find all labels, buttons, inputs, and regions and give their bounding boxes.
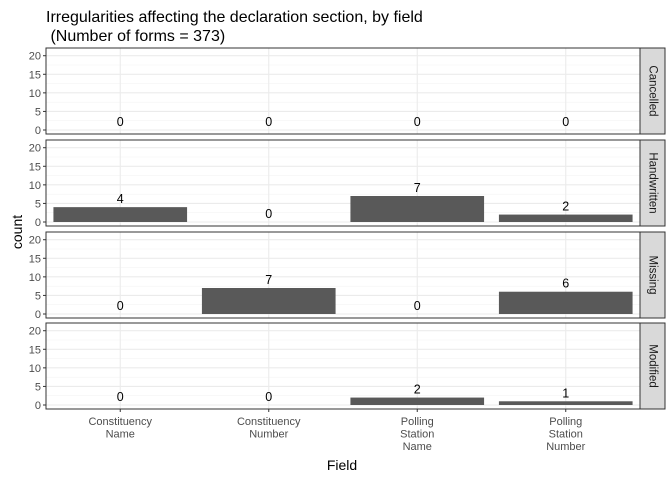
y-tick-label: 0 [35,400,41,412]
bar-value-label: 1 [562,386,569,400]
bar-value-label: 0 [265,390,272,404]
x-tick-label-line: Name [403,441,432,453]
bar-value-label: 0 [562,115,569,129]
bar [201,288,336,314]
bar-value-label: 0 [117,299,124,313]
bar-value-label: 2 [562,200,569,214]
bar-value-label: 6 [562,277,569,291]
y-tick-label: 0 [35,217,41,229]
chart-title-line1: Irregularities affecting the declaration… [46,9,423,26]
x-axis-label: Field [327,457,357,473]
bar-value-label: 0 [414,299,421,313]
bar [53,207,188,222]
facet-strip [639,322,666,410]
facet-strip-label: Handwritten [647,152,659,213]
y-tick-label: 5 [35,106,41,118]
y-tick-label: 5 [35,381,41,393]
y-tick-label: 10 [29,180,41,192]
x-tick-label: Constituency Number [237,416,301,441]
x-tick-label-line: Constituency [88,416,152,428]
bar [498,401,633,405]
panel-border [45,47,641,135]
y-tick-label: 20 [29,326,41,338]
y-tick-label: 15 [29,161,41,173]
bar [498,291,633,314]
bar-value-label: 0 [265,207,272,221]
y-tick-label: 10 [29,88,41,100]
facet-panels: 0 0 0 005101520Cancelled407205101520Handwri… [29,47,666,412]
x-tick-label-line: Name [106,429,135,441]
bar [498,214,633,222]
facet-strip [639,139,666,227]
x-tick-label-line: Polling [549,416,582,428]
y-tick-label: 20 [29,235,41,247]
y-tick-label: 10 [29,363,41,375]
bar-value-label: 0 [414,115,421,129]
x-tick-label-line: Station [400,429,434,441]
facet-strip [639,47,666,135]
facet-strip-label: Cancelled [647,65,659,116]
bar-value-label: 4 [117,192,124,206]
bar-value-label: 0 [117,390,124,404]
x-tick-label-line: Number [249,429,288,441]
y-tick-label: 10 [29,272,41,284]
y-tick-label: 0 [35,309,41,321]
y-axis-label: count [9,215,25,249]
bar-value-label: 7 [414,181,421,195]
x-tick-label: Constituency Name [88,416,152,441]
y-tick-label: 15 [29,344,41,356]
x-tick-label-line: Polling [401,416,434,428]
bar [350,196,485,222]
panel-border [45,322,641,410]
y-tick-label: 20 [29,51,41,63]
facet-strip-label: Modified [647,344,659,387]
y-tick-label: 0 [35,125,41,137]
x-tick-label-line: Number [546,441,585,453]
y-tick-label: 20 [29,143,41,155]
x-tick-label-line: Station [549,429,583,441]
bar-value-label: 0 [265,115,272,129]
facet-panel-missing: 0 7 0 6 0 5 10 15 20 Missing [29,231,666,321]
bar-value-label: 7 [265,273,272,287]
y-tick-label: 5 [35,198,41,210]
bar-value-label: 2 [414,383,421,397]
y-tick-label: 15 [29,69,41,81]
x-tick-label: Polling Station Name [400,416,434,453]
y-tick-label: 5 [35,290,41,302]
bar [350,397,485,405]
y-tick-label: 15 [29,253,41,265]
x-tick-label-line: Constituency [237,416,301,428]
facet-strip-label: Missing [647,256,659,295]
x-tick-label: Polling Station Number [546,416,585,453]
chart-title-line2: (Number of forms = 373) [46,28,225,45]
facet-strip [639,231,666,319]
facet-panel-cancelled: 0 0 0 0 0 5 10 15 20 Cancelled [29,47,666,137]
bar-value-label: 0 [117,115,124,129]
